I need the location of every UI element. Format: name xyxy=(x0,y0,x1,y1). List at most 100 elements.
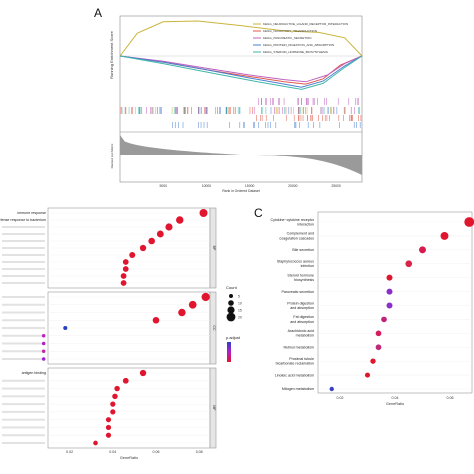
term-label-placeholder xyxy=(2,350,45,353)
term-label-placeholder xyxy=(2,434,45,437)
x-tick-label: 0.06 xyxy=(447,396,454,400)
term-label: Complement and xyxy=(287,232,314,236)
go-dot xyxy=(41,349,46,354)
kegg-dot xyxy=(405,260,413,268)
x-tick-label: 0.08 xyxy=(196,450,203,454)
x-tick-label: 20000 xyxy=(288,184,298,188)
term-label-placeholder xyxy=(2,358,45,360)
kegg-dot xyxy=(419,246,426,254)
go-dot xyxy=(152,316,160,324)
term-label-placeholder xyxy=(2,403,45,406)
plot-frame xyxy=(119,15,363,183)
go-dot xyxy=(199,209,208,217)
y2-axis-label: Ranked List Metric xyxy=(110,143,114,168)
x-axis-label: GeneRatio xyxy=(386,402,404,406)
legend-label-1: KEGG_NEUROACTIVE_LIGAND_RECEPTOR_INTERAC… xyxy=(263,22,348,26)
go-dot xyxy=(201,292,210,302)
go-dot xyxy=(148,237,155,245)
term-label-placeholder xyxy=(2,418,45,421)
go-dot xyxy=(122,259,129,265)
term-label: Protein digestion xyxy=(287,301,314,305)
term-label: Steroid hormone xyxy=(287,273,314,277)
x-tick-label: 15000 xyxy=(245,184,255,188)
x-tick-label: 0.04 xyxy=(109,450,116,454)
color-legend-title: p.adjust xyxy=(226,335,241,340)
legend-label-5: KEGG_STEROID_HORMONE_BIOSYNTHESIS xyxy=(263,50,328,54)
size-legend-dot xyxy=(228,300,234,306)
go-dot xyxy=(105,424,112,431)
x-tick-label: 0.02 xyxy=(337,396,344,400)
term-label-placeholder xyxy=(2,268,45,270)
term-label: Bile secretion xyxy=(292,248,314,252)
size-legend-label: 10 xyxy=(238,301,242,305)
term-label: Arachidonic acid xyxy=(288,329,314,333)
y-axis-label: Running Enrichment Score xyxy=(109,30,114,79)
term-label: immune response xyxy=(17,211,46,215)
facet-strip-MF xyxy=(209,367,217,449)
go-dot xyxy=(63,325,68,331)
term-label: Cytokine−cytokine receptor xyxy=(271,218,315,222)
term-label: Retinol metabolism xyxy=(283,345,314,349)
color-legend-bar xyxy=(227,342,231,362)
kegg-dot xyxy=(364,372,371,378)
go-dot xyxy=(176,216,184,224)
term-label: antigen binding xyxy=(22,371,46,375)
x-tick-label: 5000 xyxy=(159,184,167,188)
go-dot xyxy=(178,308,186,317)
go-dot xyxy=(129,251,136,259)
term-label-placeholder xyxy=(2,327,45,329)
term-label-placeholder xyxy=(2,379,45,382)
go-dot xyxy=(156,230,164,238)
go-dot xyxy=(122,266,129,272)
term-label-placeholder xyxy=(2,426,45,429)
x-tick-label: 0.04 xyxy=(392,396,399,400)
term-label-placeholder xyxy=(2,282,45,284)
go-dot xyxy=(188,300,197,309)
facet-label-CC: CC xyxy=(212,325,216,331)
go-dot xyxy=(41,341,46,346)
x-tick-label: 0.06 xyxy=(153,450,160,454)
size-legend-dot xyxy=(229,294,233,298)
kegg-dot xyxy=(386,274,393,281)
go-dot xyxy=(41,357,46,361)
term-label: Mitogen metabolism xyxy=(282,387,314,391)
ranked-metric-area xyxy=(120,135,362,175)
kegg-dot xyxy=(381,316,387,323)
es-line-3 xyxy=(119,55,363,83)
panel-label-a: A xyxy=(94,6,103,20)
term-label: bicarbonate reclamation xyxy=(276,362,314,366)
term-label: infection xyxy=(301,264,314,268)
size-legend-label: 20 xyxy=(238,315,242,319)
go-dot xyxy=(110,401,116,407)
term-label: biosynthesis xyxy=(294,278,314,282)
plot-frame xyxy=(317,211,473,394)
es-line-4 xyxy=(119,55,363,88)
term-label: Fat digestion xyxy=(293,315,314,319)
go-dot xyxy=(139,369,147,377)
kegg-dot xyxy=(375,330,382,337)
x-tick-label: 25000 xyxy=(331,184,341,188)
go-dot xyxy=(122,377,129,384)
size-legend-label: 5 xyxy=(238,294,240,298)
kegg-dot xyxy=(370,358,376,364)
go-dot xyxy=(120,273,127,279)
term-label-placeholder xyxy=(2,254,45,256)
kegg-dot xyxy=(375,344,382,351)
size-legend-title: Count xyxy=(226,285,238,290)
term-label-placeholder xyxy=(2,319,45,322)
go-dot xyxy=(114,385,120,392)
term-label-placeholder xyxy=(2,240,45,242)
panel-label-c: C xyxy=(254,206,263,220)
es-line-1 xyxy=(119,20,363,57)
term-label-placeholder xyxy=(2,261,45,263)
go-dot xyxy=(93,440,98,446)
size-legend-dot xyxy=(227,306,235,314)
go-dot xyxy=(105,417,112,423)
term-label-placeholder xyxy=(2,226,45,228)
go-dot xyxy=(110,409,116,415)
term-label-placeholder xyxy=(2,410,45,413)
term-label-placeholder xyxy=(2,334,45,337)
